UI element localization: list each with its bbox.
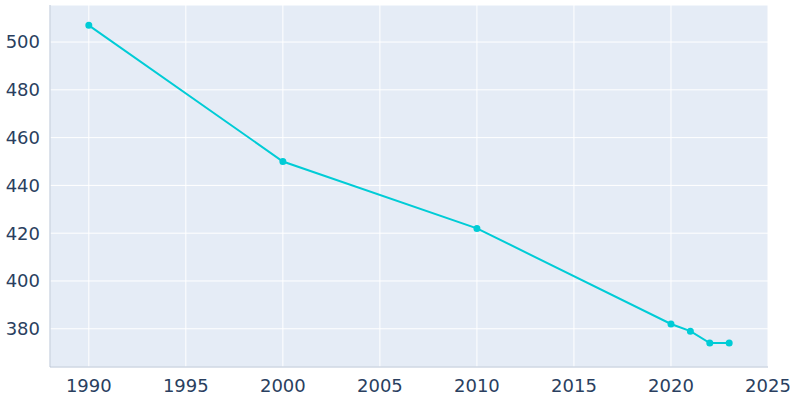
svg-text:480: 480 (8, 79, 40, 100)
svg-text:420: 420 (8, 223, 40, 244)
svg-text:460: 460 (8, 127, 40, 148)
svg-text:380: 380 (8, 318, 40, 339)
svg-text:500: 500 (8, 31, 40, 52)
svg-text:2005: 2005 (357, 375, 403, 396)
svg-text:2000: 2000 (260, 375, 306, 396)
svg-text:2010: 2010 (454, 375, 500, 396)
svg-text:400: 400 (8, 270, 40, 291)
svg-text:2015: 2015 (551, 375, 597, 396)
svg-text:1995: 1995 (163, 375, 209, 396)
svg-text:2020: 2020 (648, 375, 694, 396)
svg-text:440: 440 (8, 175, 40, 196)
svg-text:1990: 1990 (66, 375, 112, 396)
svg-text:2025: 2025 (745, 375, 791, 396)
